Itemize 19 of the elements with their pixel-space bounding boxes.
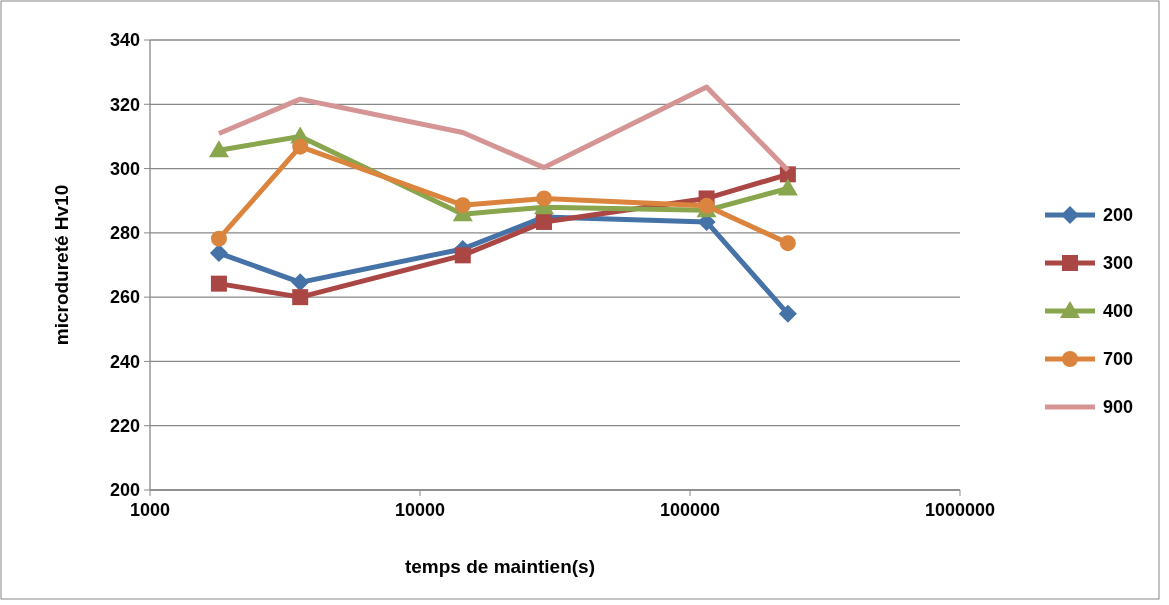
y-tick-label: 220 [109,416,140,437]
x-tick-label: 100000 [659,500,721,520]
legend-label: 700 [1103,349,1134,370]
legend-label: 300 [1103,253,1134,274]
y-tick-label: 260 [109,287,140,308]
y-tick-label: 200 [109,480,140,501]
y-tick-label: 300 [109,158,140,179]
x-tick-label: 10000 [394,500,446,520]
legend-label: 900 [1103,397,1134,418]
y-tick-label: 240 [109,351,140,372]
legend-label: 400 [1103,301,1134,322]
x-axis-title: temps de maintien(s) [404,556,596,577]
legend-label: 200 [1103,205,1134,226]
y-tick-label: 320 [109,94,140,115]
x-tick-label: 1000000 [924,500,996,520]
y-tick-label: 280 [109,223,140,244]
y-axis-title: microdureté Hv10 [51,184,72,346]
x-tick-label: 1000 [129,500,171,520]
y-tick-label: 340 [109,30,140,51]
